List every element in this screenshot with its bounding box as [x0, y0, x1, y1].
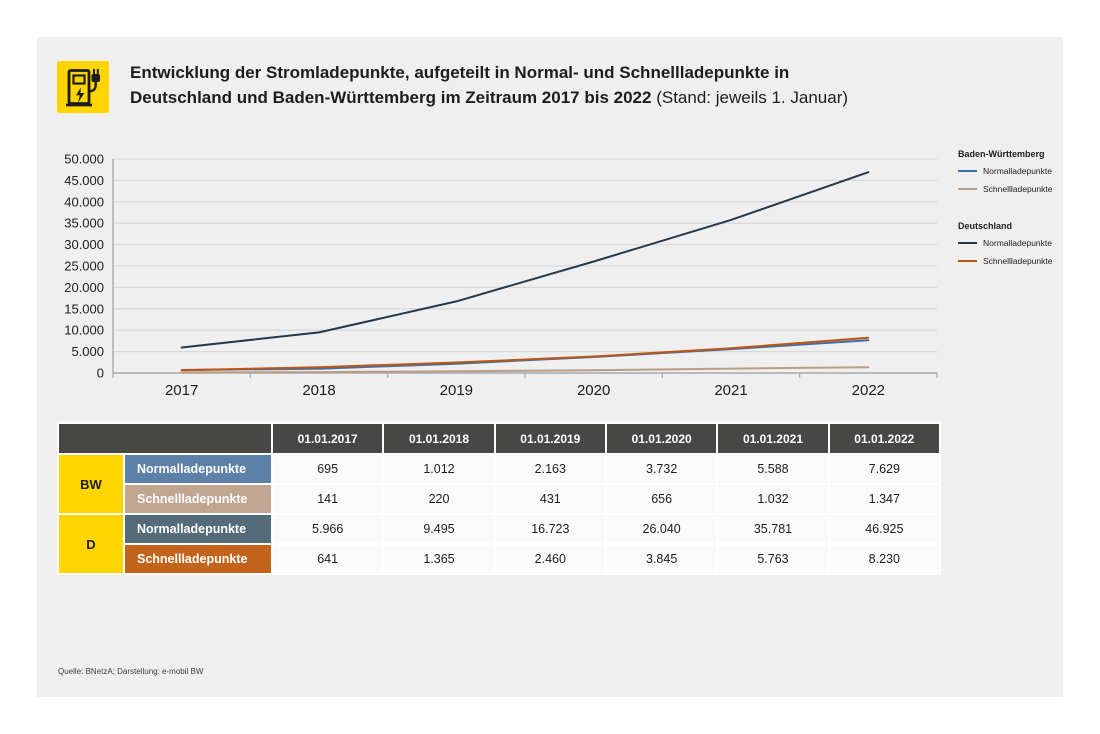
table-row: D Normalladepunkte 5.966 9.495 16.723 26.040 3…	[59, 515, 939, 573]
table-value-cell: 16.723	[495, 515, 605, 543]
table-value-cell: 1.365	[384, 545, 494, 573]
table-row-label: Schnellladepunkte	[125, 545, 271, 573]
table-value-cell: 141	[273, 485, 383, 513]
y-axis-tick-label: 15.000	[64, 301, 104, 316]
table-corner-cell	[59, 424, 271, 453]
table-year-header: 01.01.2019	[495, 424, 605, 453]
table-value-cell: 431	[495, 485, 605, 513]
ev-charging-station-glyph	[66, 69, 100, 107]
table-row-label: Normalladepunkte	[125, 515, 271, 543]
source-note: Quelle: BNetzA; Darstellung: e-mobil BW	[58, 667, 204, 676]
table-value-cell: 3.732	[606, 455, 717, 483]
y-axis-tick-label: 30.000	[64, 237, 104, 252]
table-region-cell: D	[59, 515, 123, 573]
legend-group-title: Baden-Württemberg	[958, 149, 1045, 159]
y-axis-tick-label: 50.000	[64, 152, 104, 167]
table-value-cell: 2.163	[495, 455, 605, 483]
table-region-cell: BW	[59, 455, 123, 513]
table-value-cell: 1.347	[829, 485, 939, 513]
chart-series-line	[180, 366, 870, 374]
table-year-header: 01.01.2022	[829, 424, 939, 453]
data-table: 01.01.2017 01.01.2018 01.01.2019 01.01.2020…	[57, 422, 941, 575]
ev-charging-station-icon	[57, 61, 109, 113]
legend-line-swatch	[958, 260, 977, 262]
chart-series-line	[180, 171, 870, 349]
table-year-header: 01.01.2021	[718, 424, 828, 453]
table-value-cell: 2.460	[495, 545, 605, 573]
y-axis-tick-label: 45.000	[64, 173, 104, 188]
x-axis-tick-label: 2022	[852, 382, 885, 399]
table-value-cell: 35.781	[718, 515, 828, 543]
legend-line-swatch	[958, 170, 977, 172]
table-value-cell: 8.230	[829, 545, 939, 573]
table-value-cell: 5.966	[273, 515, 383, 543]
chart-series-line	[180, 336, 870, 372]
legend-item-label: Schnellladepunkte	[983, 256, 1053, 266]
table-row-label: Normalladepunkte	[125, 455, 271, 483]
table-year-header: 01.01.2018	[384, 424, 494, 453]
table-row: Schnellladepunkte 641 1.365 2.460 3.845 5.763…	[59, 545, 939, 573]
legend-line-swatch	[958, 188, 977, 190]
table-value-cell: 695	[273, 455, 383, 483]
table-body: BW Normalladepunkte 695 1.012 2.163 3.732 5.58…	[59, 455, 939, 573]
y-axis-tick-label: 5.000	[71, 344, 104, 359]
legend-item: Schnellladepunkte	[958, 256, 1058, 266]
table-value-cell: 26.040	[606, 515, 717, 543]
table-year-header: 01.01.2017	[273, 424, 383, 453]
table-value-cell: 5.763	[718, 545, 828, 573]
table-row: Schnellladepunkte 141 220 431 656 1.032 1.347	[59, 485, 939, 513]
table-row: BW Normalladepunkte 695 1.012 2.163 3.732 5.58…	[59, 455, 939, 513]
table-value-cell: 1.032	[718, 485, 828, 513]
legend-group-title: Deutschland	[958, 221, 1013, 231]
line-chart: 0 5.000 10.000 15.000 20.000 25.000 30.000 35.0…	[57, 145, 997, 415]
table-year-header: 01.01.2020	[606, 424, 717, 453]
x-axis-tick-label: 2017	[165, 382, 198, 399]
y-axis-tick-label: 35.000	[64, 216, 104, 231]
title-suffix: (Stand: jeweils 1. Januar)	[656, 88, 849, 107]
table-value-cell: 3.845	[606, 545, 717, 573]
legend-item-label: Normalladepunkte	[983, 166, 1052, 176]
legend-item: Normalladepunkte	[958, 166, 1058, 176]
chart-legend: Baden-Württemberg Normalladepunkte Schnell…	[958, 149, 1058, 293]
x-axis-tick-label: 2019	[440, 382, 473, 399]
table-value-cell: 46.925	[829, 515, 939, 543]
y-axis-tick-label: 25.000	[64, 259, 104, 274]
table-value-cell: 7.629	[829, 455, 939, 483]
page-title: Entwicklung der Stromladepunkte, aufgete…	[130, 60, 1030, 110]
table-value-cell: 641	[273, 545, 383, 573]
table-row-label: Schnellladepunkte	[125, 485, 271, 513]
table-header-row: 01.01.2017 01.01.2018 01.01.2019 01.01.2020…	[59, 424, 939, 453]
table-value-cell: 656	[606, 485, 717, 513]
title-line-2: Deutschland und Baden-Württemberg im Zei…	[130, 88, 652, 107]
infographic-card: Entwicklung der Stromladepunkte, aufgete…	[37, 37, 1063, 697]
table-value-cell: 5.588	[718, 455, 828, 483]
x-axis-tick-label: 2021	[714, 382, 747, 399]
table-value-cell: 220	[384, 485, 494, 513]
title-line-1: Entwicklung der Stromladepunkte, aufgete…	[130, 63, 790, 82]
table-head: 01.01.2017 01.01.2018 01.01.2019 01.01.2020…	[59, 424, 939, 453]
legend-group: Deutschland Normalladepunkte Schnellladepu…	[958, 221, 1058, 266]
line-chart-canvas: 0 5.000 10.000 15.000 20.000 25.000 30.000 35.0…	[64, 152, 938, 399]
y-axis-tick-label: 10.000	[64, 323, 104, 338]
legend-line-swatch	[958, 242, 977, 244]
table-value-cell: 1.012	[384, 455, 494, 483]
x-axis-tick-label: 2020	[577, 382, 610, 399]
legend-group: Baden-Württemberg Normalladepunkte Schnell…	[958, 149, 1058, 194]
legend-item-label: Schnellladepunkte	[983, 184, 1053, 194]
y-axis-tick-label: 0	[97, 366, 104, 381]
x-axis-tick-label: 2018	[302, 382, 335, 399]
legend-item: Normalladepunkte	[958, 238, 1058, 248]
y-axis-tick-label: 20.000	[64, 280, 104, 295]
y-axis-tick-label: 40.000	[64, 194, 104, 209]
legend-item: Schnellladepunkte	[958, 184, 1058, 194]
table-value-cell: 9.495	[384, 515, 494, 543]
legend-item-label: Normalladepunkte	[983, 238, 1052, 248]
